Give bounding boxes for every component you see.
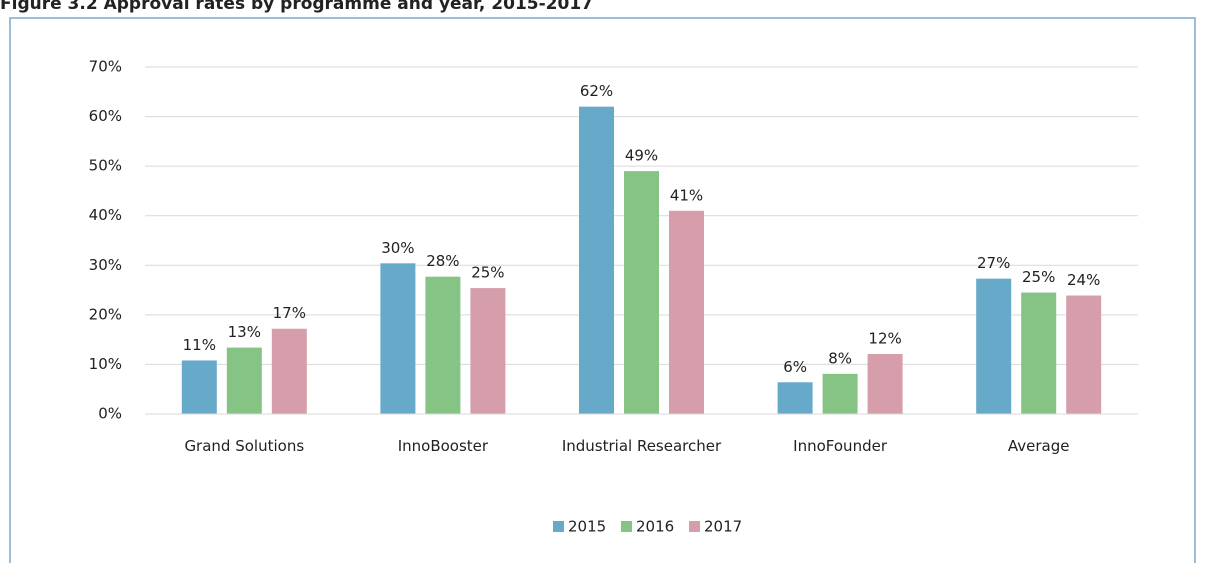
data-label: 25% <box>1022 268 1055 286</box>
legend-swatch <box>553 521 564 532</box>
bar <box>271 328 307 414</box>
bar <box>470 288 506 414</box>
x-tick-label: Industrial Researcher <box>561 437 722 455</box>
bar <box>822 373 858 414</box>
data-label: 49% <box>625 147 658 165</box>
y-tick-label: 0% <box>98 405 122 423</box>
bar <box>976 278 1012 414</box>
y-tick-label: 40% <box>89 206 122 224</box>
x-tick-label: InnoBooster <box>397 437 489 455</box>
data-label: 8% <box>828 349 852 367</box>
legend-swatch <box>621 521 632 532</box>
data-label: 25% <box>471 264 504 282</box>
y-tick-label: 60% <box>89 107 122 125</box>
legend-label: 2015 <box>568 518 606 536</box>
bar <box>1066 295 1102 414</box>
y-tick-label: 50% <box>89 157 122 175</box>
data-label: 28% <box>426 252 459 270</box>
bar <box>777 382 813 414</box>
data-label: 17% <box>273 304 306 322</box>
y-tick-label: 10% <box>89 355 122 373</box>
bar <box>624 171 659 414</box>
legend-label: 2016 <box>636 518 674 536</box>
bar <box>669 210 704 414</box>
bar <box>425 276 461 414</box>
y-tick-label: 30% <box>89 256 122 274</box>
y-tick-label: 70% <box>89 58 122 76</box>
y-tick-label: 20% <box>89 305 122 323</box>
data-label: 30% <box>381 239 414 257</box>
bar <box>181 360 217 414</box>
data-label: 13% <box>228 323 261 341</box>
data-label: 41% <box>670 186 703 204</box>
legend-label: 2017 <box>704 518 742 536</box>
data-label: 6% <box>783 358 807 376</box>
bar <box>579 106 614 415</box>
legend-swatch <box>689 521 700 532</box>
data-label: 27% <box>977 254 1010 272</box>
data-label: 11% <box>183 336 216 354</box>
chart-title: Figure 3.2 Approval rates by programme a… <box>0 0 593 14</box>
frame <box>9 17 1196 563</box>
bar <box>1021 292 1057 414</box>
bar <box>226 347 262 414</box>
bar <box>380 263 416 414</box>
data-label: 12% <box>868 330 901 348</box>
x-tick-label: Grand Solutions <box>184 437 305 455</box>
x-tick-label: InnoFounder <box>793 437 887 455</box>
bar <box>867 354 903 414</box>
x-tick-label: Average <box>1007 437 1070 455</box>
data-label: 24% <box>1067 271 1100 289</box>
data-label: 62% <box>580 82 613 100</box>
